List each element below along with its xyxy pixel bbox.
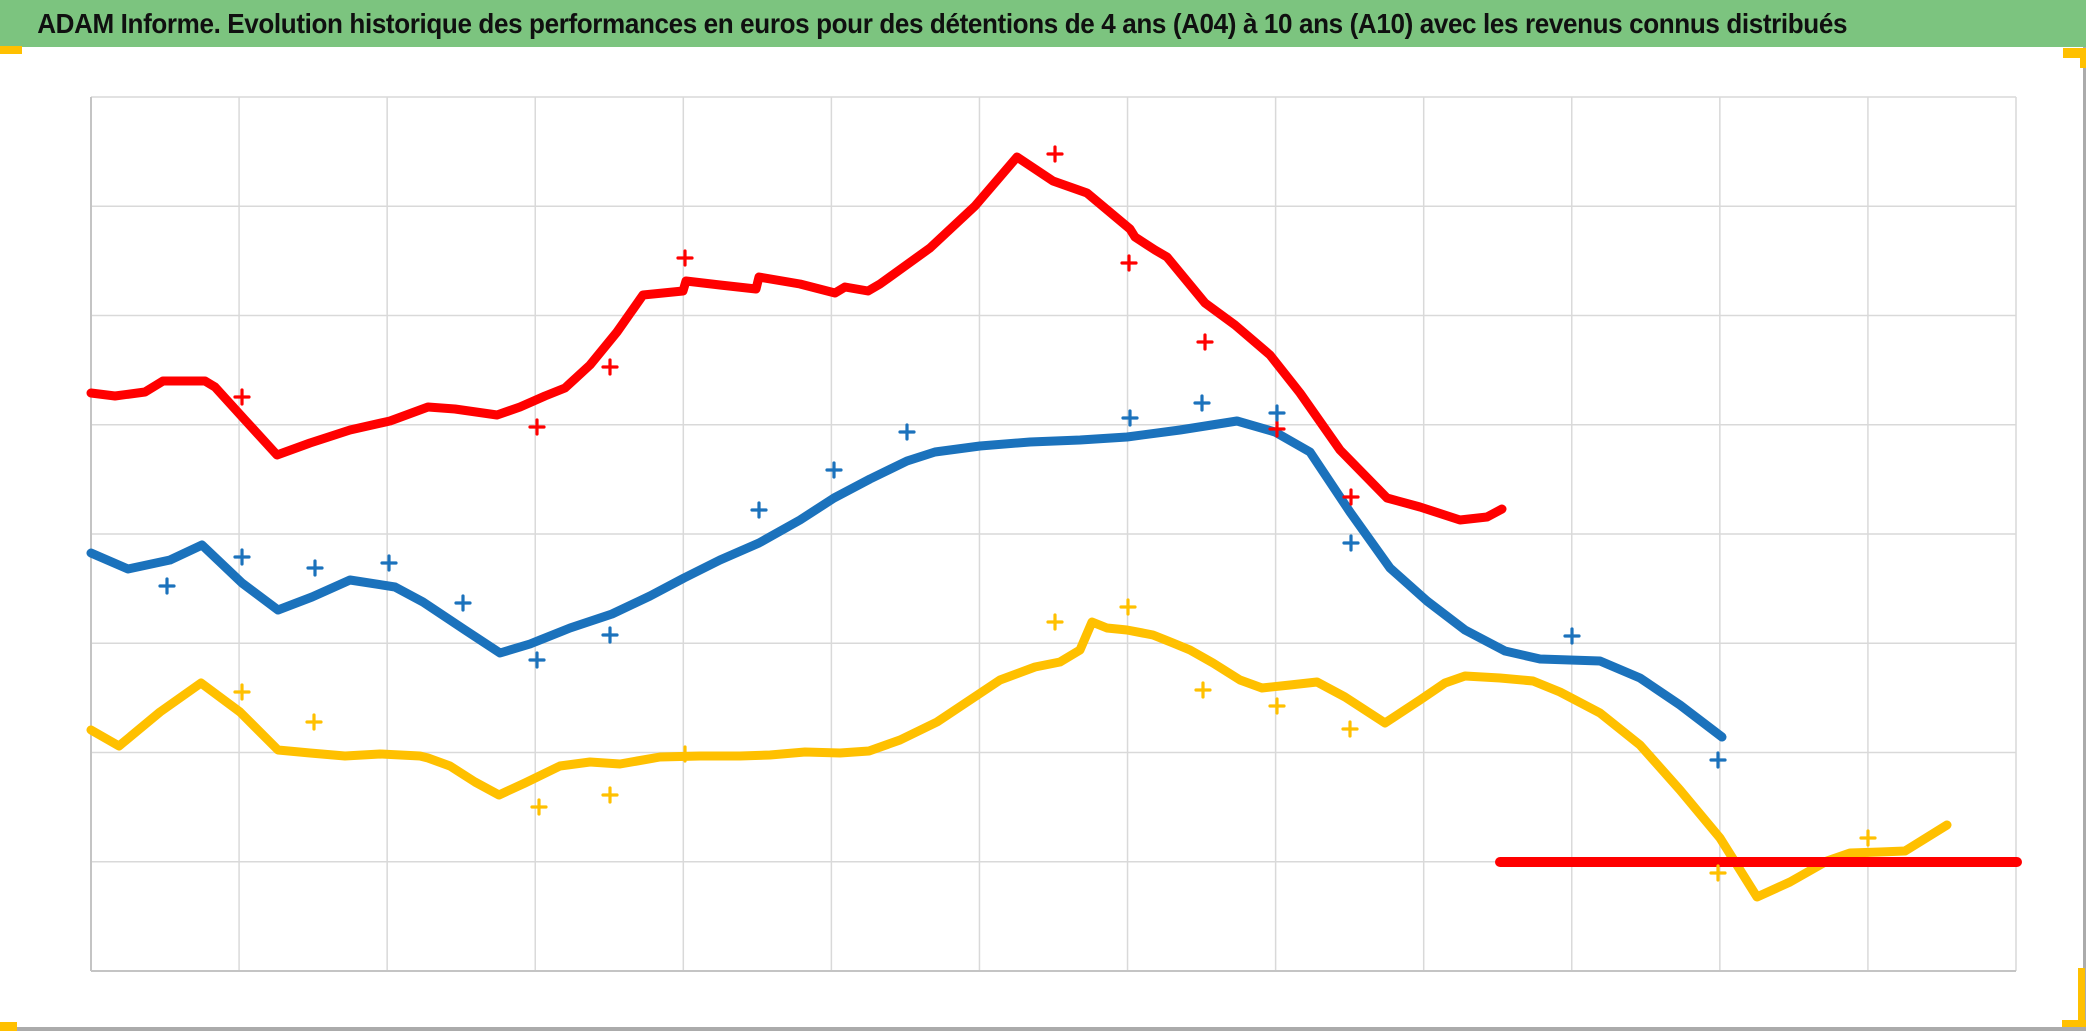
scatter-plus-yellow-outliers <box>233 683 251 701</box>
scatter-plus-blue-outliers <box>750 501 768 519</box>
scatter-plus-yellow-outliers <box>1859 829 1877 847</box>
scatter-plus-red-outliers <box>233 388 251 406</box>
scatter-plus-blue-outliers <box>825 461 843 479</box>
selection-fragment-top-left <box>0 46 22 54</box>
series-line-red <box>86 152 1507 525</box>
scatter-plus-yellow-outliers <box>305 713 323 731</box>
scatter-plus-blue-outliers <box>1563 627 1581 645</box>
selection-fragment-bottom-left <box>0 1022 17 1031</box>
scatter-plus-blue-outliers <box>601 626 619 644</box>
scatter-plus-blue-outliers <box>380 554 398 572</box>
series-line-blue <box>86 416 1727 742</box>
scatter-plus-blue-outliers <box>1121 409 1139 427</box>
scatter-plus-blue-outliers <box>233 548 251 566</box>
scatter-plus-blue-outliers <box>898 423 916 441</box>
selection-handle-top-right-h[interactable] <box>2063 48 2086 58</box>
window-right-border <box>2083 47 2086 1031</box>
selection-handle-bottom-right-h[interactable] <box>2062 1020 2086 1027</box>
scatter-plus-yellow-outliers <box>1268 697 1286 715</box>
scatter-plus-yellow-outliers <box>676 745 694 763</box>
scatter-plus-red-outliers <box>1268 420 1286 438</box>
scatter-plus-red-outliers <box>1342 488 1360 506</box>
scatter-plus-yellow-outliers <box>530 798 548 816</box>
scatter-plus-red-outliers <box>1046 145 1064 163</box>
scatter-plus-blue-outliers <box>306 559 324 577</box>
scatter-plus-red-outliers <box>601 358 619 376</box>
scatter-plus-blue-outliers <box>1268 404 1286 422</box>
scatter-plus-yellow-outliers <box>1341 720 1359 738</box>
scatter-plus-yellow-outliers <box>1119 598 1137 616</box>
scatter-plus-blue-outliers <box>1342 534 1360 552</box>
scatter-plus-yellow-outliers <box>1709 864 1727 882</box>
scatter-plus-red-outliers <box>528 418 546 436</box>
scatter-plus-blue-outliers <box>528 651 546 669</box>
scatter-plus-blue-outliers <box>1709 751 1727 769</box>
scatter-plus-red-outliers <box>1120 254 1138 272</box>
scatter-plus-blue-outliers <box>158 577 176 595</box>
scatter-plus-red-outliers <box>1196 333 1214 351</box>
scatter-plus-yellow-outliers <box>1046 613 1064 631</box>
selection-handle-top-right-v[interactable] <box>2080 48 2086 68</box>
chart-title: ADAM Informe. Evolution historique des p… <box>37 7 1848 39</box>
scatter-plus-blue-outliers <box>1193 394 1211 412</box>
scatter-plus-yellow-outliers <box>601 786 619 804</box>
window-bottom-border <box>0 1027 2086 1031</box>
scatter-plus-red-outliers <box>676 249 694 267</box>
chart-title-bar: ADAM Informe. Evolution historique des p… <box>0 0 2086 47</box>
scatter-plus-blue-outliers <box>454 594 472 612</box>
selection-handle-bottom-right-v[interactable] <box>2078 968 2085 1027</box>
series-line-yellow <box>86 617 1952 902</box>
scatter-plus-yellow-outliers <box>1194 681 1212 699</box>
